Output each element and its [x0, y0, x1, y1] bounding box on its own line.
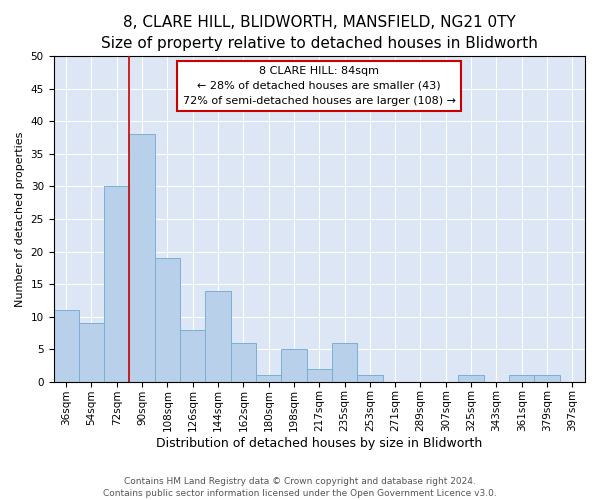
Bar [79, 323, 104, 382]
Title: 8, CLARE HILL, BLIDWORTH, MANSFIELD, NG21 0TY
Size of property relative to detac: 8, CLARE HILL, BLIDWORTH, MANSFIELD, NG2… [101, 15, 538, 51]
Bar [256, 375, 281, 382]
Bar [535, 375, 560, 382]
Bar [180, 330, 205, 382]
Y-axis label: Number of detached properties: Number of detached properties [15, 132, 25, 306]
Bar [104, 186, 130, 382]
Bar [332, 342, 357, 382]
Text: 8 CLARE HILL: 84sqm
← 28% of detached houses are smaller (43)
72% of semi-detach: 8 CLARE HILL: 84sqm ← 28% of detached ho… [183, 66, 456, 106]
X-axis label: Distribution of detached houses by size in Blidworth: Distribution of detached houses by size … [156, 437, 482, 450]
Bar [53, 310, 79, 382]
Text: Contains HM Land Registry data © Crown copyright and database right 2024.
Contai: Contains HM Land Registry data © Crown c… [103, 476, 497, 498]
Bar [458, 375, 484, 382]
Bar [230, 342, 256, 382]
Bar [205, 290, 230, 382]
Bar [307, 368, 332, 382]
Bar [155, 258, 180, 382]
Bar [130, 134, 155, 382]
Bar [281, 349, 307, 382]
Bar [357, 375, 383, 382]
Bar [509, 375, 535, 382]
